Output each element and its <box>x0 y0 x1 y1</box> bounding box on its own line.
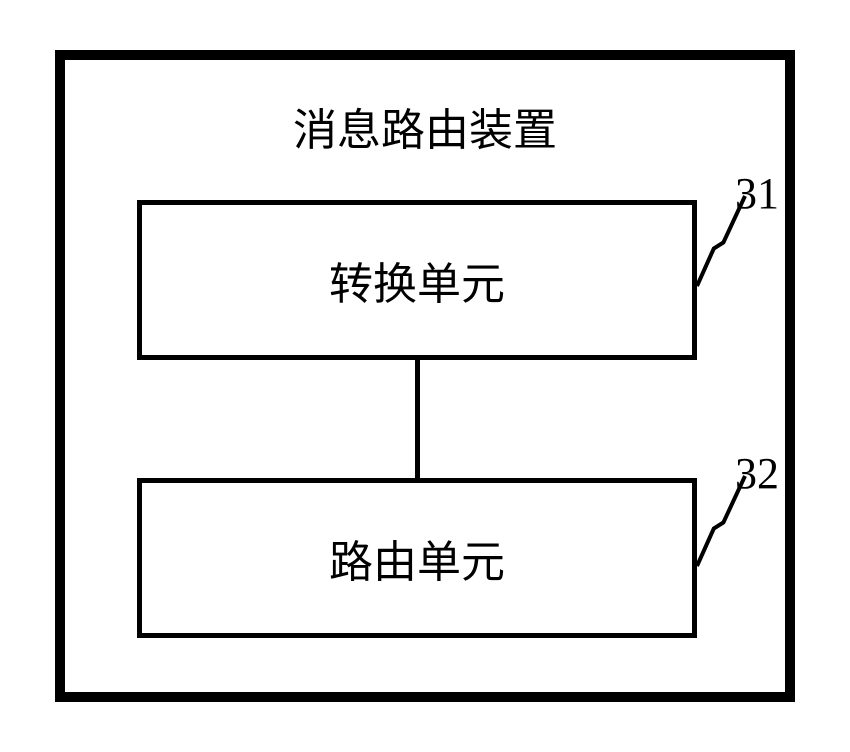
box-routing-unit-text: 路由单元 <box>329 526 505 590</box>
outer-box: 消息路由装置 转换单元 路由单元 31 32 <box>55 50 795 702</box>
box-routing-unit: 路由单元 <box>137 478 697 638</box>
connector-line <box>415 360 420 478</box>
label-31: 31 <box>735 168 779 219</box>
diagram-container: 消息路由装置 转换单元 路由单元 31 32 <box>55 50 795 702</box>
diagram-title: 消息路由装置 <box>293 94 557 158</box>
box-conversion-unit-text: 转换单元 <box>329 248 505 312</box>
box-conversion-unit: 转换单元 <box>137 200 697 360</box>
label-32: 32 <box>735 448 779 499</box>
